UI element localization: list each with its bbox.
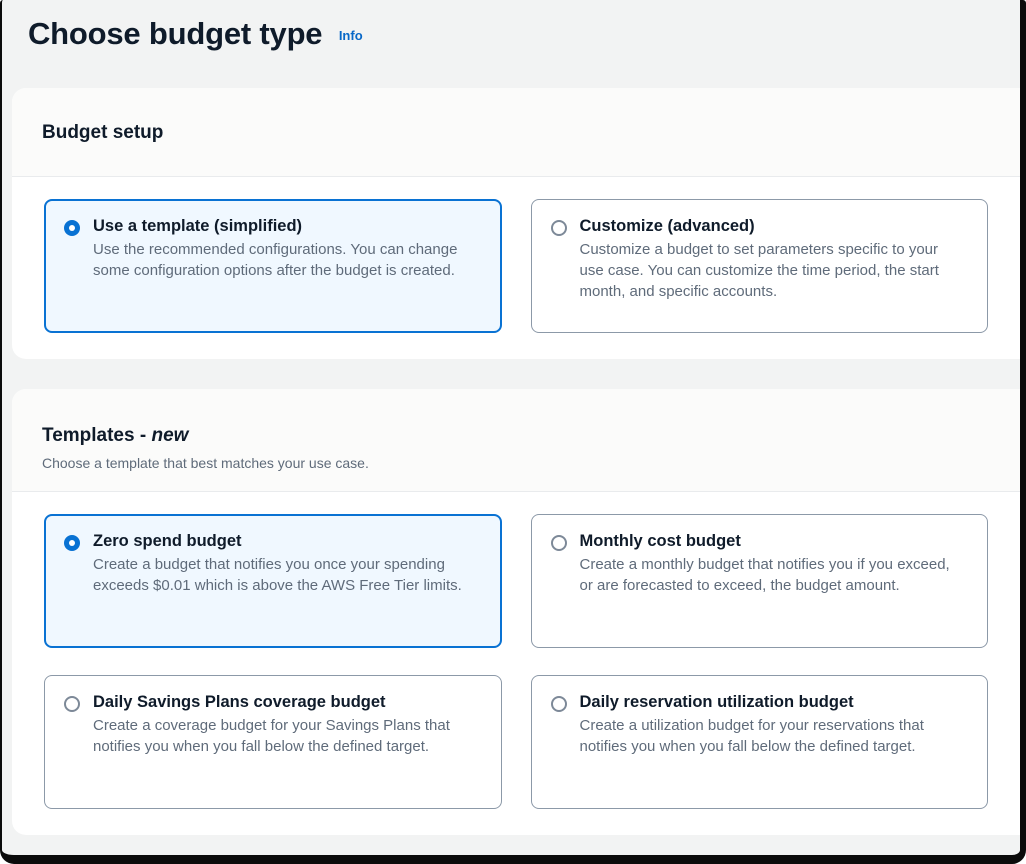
- templates-tiles: Zero spend budget Create a budget that n…: [44, 514, 988, 809]
- tile-label: Daily Savings Plans coverage budget: [93, 693, 386, 711]
- tile-description: Create a monthly budget that notifies yo…: [579, 556, 950, 594]
- tile-description: Use the recommended configurations. You …: [93, 241, 458, 279]
- templates-section: Templates - new Choose a template that b…: [12, 389, 1020, 835]
- tile-label: Daily reservation utilization budget: [579, 693, 854, 711]
- budget-setup-content: Use a template (simplified) Use the reco…: [12, 177, 1020, 359]
- tile-zero-spend-budget[interactable]: Zero spend budget Create a budget that n…: [44, 514, 502, 648]
- tile-description: Create a coverage budget for your Saving…: [93, 717, 450, 755]
- page-header: Choose budget type Info: [2, 0, 1020, 88]
- page-title: Choose budget type: [28, 16, 323, 51]
- tile-description: Create a utilization budget for your res…: [579, 717, 924, 755]
- budget-setup-tiles: Use a template (simplified) Use the reco…: [44, 199, 988, 333]
- tile-description: Customize a budget to set parameters spe…: [579, 241, 939, 300]
- radio-unselected-icon[interactable]: [550, 535, 567, 551]
- radio-unselected-icon[interactable]: [64, 696, 80, 712]
- templates-content: Zero spend budget Create a budget that n…: [12, 492, 1020, 835]
- templates-title-new: new: [151, 425, 189, 446]
- tile-monthly-cost-budget[interactable]: Monthly cost budget Create a monthly bud…: [530, 514, 988, 648]
- tile-daily-savings-plans-coverage-budget[interactable]: Daily Savings Plans coverage budget Crea…: [44, 675, 502, 809]
- tile-description: Create a budget that notifies you once y…: [93, 556, 462, 594]
- tile-label: Use a template (simplified): [93, 217, 303, 235]
- tile-use-a-template[interactable]: Use a template (simplified) Use the reco…: [44, 199, 502, 333]
- radio-selected-icon[interactable]: [64, 535, 80, 551]
- radio-unselected-icon[interactable]: [550, 220, 567, 236]
- budget-setup-title: Budget setup: [42, 122, 164, 143]
- radio-selected-icon[interactable]: [64, 220, 80, 236]
- budget-setup-section: Budget setup Use a template (simplified)…: [12, 88, 1020, 359]
- radio-unselected-icon[interactable]: [550, 696, 567, 712]
- templates-subtitle: Choose a template that best matches your…: [42, 455, 369, 471]
- tile-customize-advanced[interactable]: Customize (advanced) Customize a budget …: [530, 199, 988, 333]
- templates-header: Templates - new Choose a template that b…: [12, 389, 1020, 492]
- budget-setup-header: Budget setup: [12, 88, 1020, 177]
- tile-label: Monthly cost budget: [579, 532, 741, 550]
- tile-label: Zero spend budget: [93, 532, 242, 550]
- templates-title: Templates - new: [42, 425, 189, 446]
- tile-daily-reservation-utilization-budget[interactable]: Daily reservation utilization budget Cre…: [530, 675, 988, 809]
- tile-label: Customize (advanced): [579, 217, 755, 235]
- info-link[interactable]: Info: [338, 28, 363, 43]
